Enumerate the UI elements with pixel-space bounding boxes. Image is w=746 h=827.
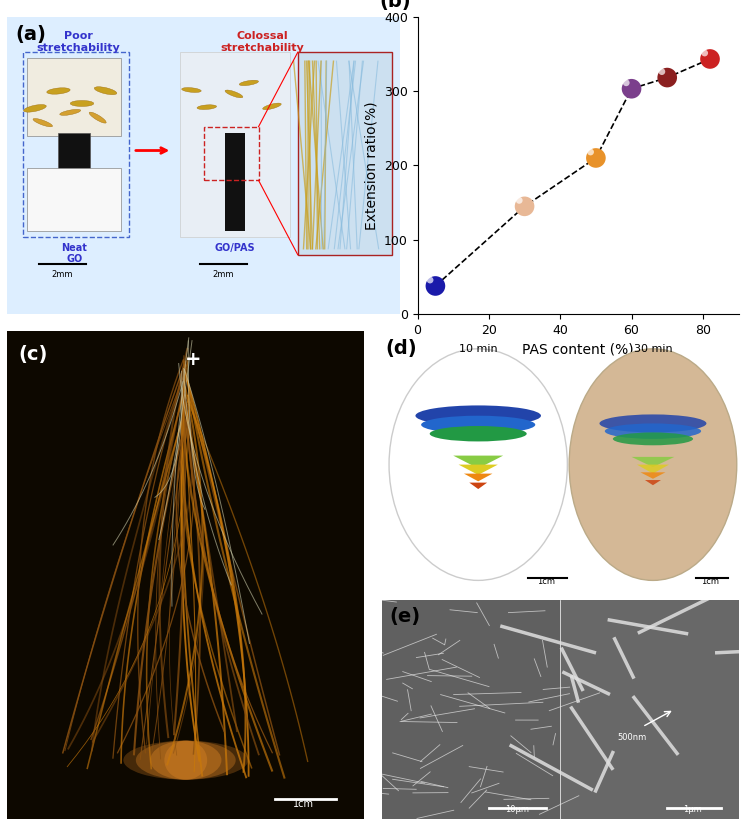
Point	[626, 82, 638, 95]
Bar	[382, 600, 560, 819]
Ellipse shape	[33, 118, 52, 127]
Polygon shape	[645, 480, 661, 485]
Text: 1cm: 1cm	[537, 576, 555, 586]
Text: 1μm: 1μm	[683, 805, 701, 815]
Ellipse shape	[182, 88, 201, 93]
Bar	[27, 169, 121, 231]
Point	[661, 71, 673, 84]
Ellipse shape	[47, 88, 70, 94]
Text: (d): (d)	[386, 338, 417, 357]
Ellipse shape	[421, 416, 536, 433]
Text: 500nm: 500nm	[617, 734, 646, 743]
Bar	[204, 127, 259, 180]
Ellipse shape	[605, 423, 701, 439]
Polygon shape	[632, 457, 674, 467]
Text: Colossal
stretchability: Colossal stretchability	[221, 31, 304, 53]
Bar	[27, 58, 121, 136]
Ellipse shape	[239, 80, 258, 86]
Polygon shape	[464, 474, 492, 481]
Bar	[58, 132, 90, 171]
Point	[585, 146, 597, 159]
Ellipse shape	[150, 741, 222, 780]
Point	[513, 194, 525, 207]
Text: Neat
GO: Neat GO	[61, 243, 87, 265]
Polygon shape	[459, 465, 498, 475]
Ellipse shape	[197, 105, 216, 109]
Bar	[180, 52, 290, 237]
Point	[699, 46, 711, 60]
Bar	[298, 52, 392, 255]
Ellipse shape	[263, 103, 281, 110]
Polygon shape	[637, 465, 669, 474]
Ellipse shape	[70, 101, 94, 107]
Text: +: +	[185, 351, 201, 370]
Text: (b): (b)	[379, 0, 411, 11]
X-axis label: PAS content (%): PAS content (%)	[522, 342, 634, 356]
Polygon shape	[454, 456, 503, 468]
Point	[656, 65, 668, 79]
Text: GO/PAS: GO/PAS	[215, 243, 255, 253]
Text: Poor
stretchability: Poor stretchability	[37, 31, 120, 53]
Point	[518, 200, 530, 213]
Bar	[225, 132, 245, 231]
Polygon shape	[469, 483, 487, 489]
Point	[424, 274, 436, 287]
Text: (a): (a)	[16, 26, 46, 45]
Ellipse shape	[389, 349, 568, 581]
Ellipse shape	[416, 405, 541, 426]
Polygon shape	[641, 472, 665, 479]
Ellipse shape	[430, 426, 527, 442]
Point	[590, 151, 602, 165]
Text: 2mm: 2mm	[51, 270, 73, 279]
Bar	[560, 600, 739, 819]
Ellipse shape	[90, 112, 106, 123]
Ellipse shape	[94, 87, 117, 94]
Ellipse shape	[164, 741, 207, 780]
Ellipse shape	[569, 349, 737, 581]
Point	[430, 280, 442, 293]
Text: (e): (e)	[389, 606, 420, 625]
Point	[620, 76, 632, 89]
Ellipse shape	[123, 741, 248, 780]
Ellipse shape	[136, 741, 236, 780]
Ellipse shape	[612, 433, 693, 445]
Text: 1cm: 1cm	[293, 799, 314, 809]
Text: 10μm: 10μm	[506, 805, 530, 815]
Text: 30 min: 30 min	[633, 344, 672, 354]
Ellipse shape	[225, 90, 242, 98]
Y-axis label: Extension ratio(%): Extension ratio(%)	[365, 101, 378, 230]
Text: 2mm: 2mm	[213, 270, 234, 279]
Text: (c): (c)	[18, 346, 48, 365]
Ellipse shape	[600, 414, 706, 433]
Ellipse shape	[60, 109, 81, 116]
Text: 10 min: 10 min	[459, 344, 498, 354]
Point	[704, 52, 716, 65]
Text: 1cm: 1cm	[701, 576, 719, 586]
Ellipse shape	[24, 104, 46, 112]
Bar	[23, 52, 129, 237]
